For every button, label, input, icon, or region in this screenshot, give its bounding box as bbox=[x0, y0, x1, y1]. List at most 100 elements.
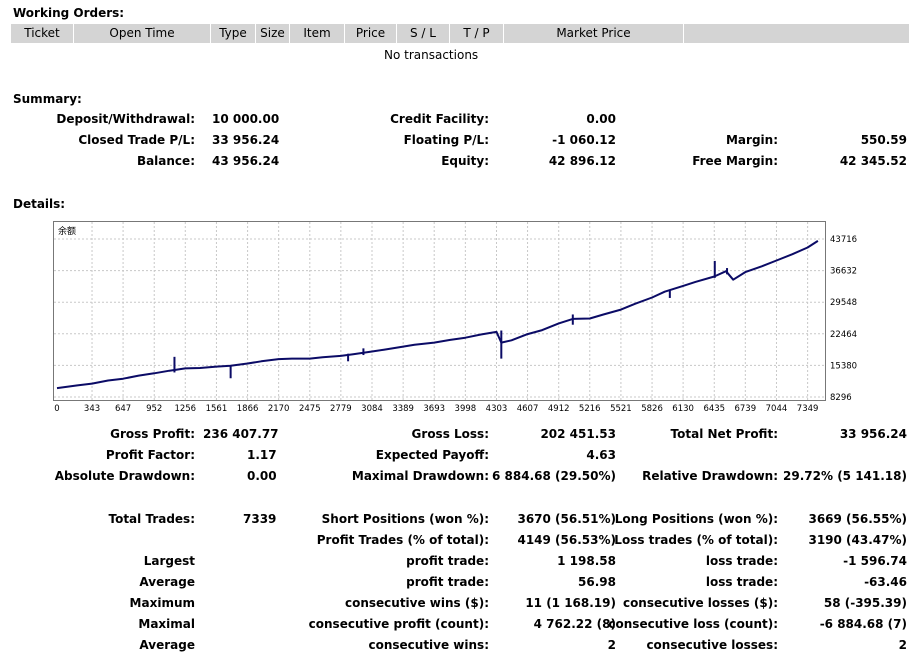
credit-value: 0.00 bbox=[586, 112, 616, 126]
max-drawdown-value: 6 884.68 (29.50%) bbox=[492, 469, 616, 483]
gross-loss-label: Gross Loss: bbox=[411, 427, 489, 441]
balance-chart-svg: 0 343 647 952 1256 1561 1866 2170 2475 2779 3084 33… bbox=[53, 221, 857, 414]
working-orders-title: Working Orders: bbox=[13, 6, 125, 20]
maximal-cons-loss-value: -6 884.68 (7) bbox=[819, 617, 907, 631]
x-tick-label: 4607 bbox=[517, 404, 539, 414]
x-tick-label: 6130 bbox=[672, 404, 694, 414]
avg-cons-losses-value: 2 bbox=[898, 638, 907, 652]
column-header-market-price[interactable]: Market Price bbox=[504, 24, 684, 43]
column-header-tp[interactable]: T / P bbox=[450, 24, 504, 43]
total-trades-label: Total Trades: bbox=[108, 512, 195, 526]
x-tick-label: 4912 bbox=[548, 404, 570, 414]
gross-profit-label: Gross Profit: bbox=[110, 427, 195, 441]
column-header-sl[interactable]: S / L bbox=[397, 24, 450, 43]
abs-drawdown-label: Absolute Drawdown: bbox=[54, 469, 195, 483]
x-tick-label: 7349 bbox=[797, 404, 819, 414]
closed-pl-value: 33 956.24 bbox=[212, 133, 280, 147]
balance-label: Balance: bbox=[136, 154, 195, 168]
x-tick-label: 2475 bbox=[299, 404, 321, 414]
x-tick-label: 647 bbox=[115, 404, 131, 414]
expected-payoff-label: Expected Payoff: bbox=[375, 448, 489, 462]
margin-value: 550.59 bbox=[860, 133, 907, 147]
details-title: Details: bbox=[13, 197, 66, 211]
x-tick-label: 343 bbox=[84, 404, 100, 414]
x-tick-label: 1866 bbox=[237, 404, 259, 414]
gross-profit-value: 236 407.77 bbox=[203, 427, 279, 441]
long-positions-value: 3669 (56.55%) bbox=[808, 512, 907, 526]
closed-pl-label: Closed Trade P/L: bbox=[78, 133, 195, 147]
floating-pl-value: -1 060.12 bbox=[552, 133, 616, 147]
balance-chart: 0 343 647 952 1256 1561 1866 2170 2475 2779 3084 33… bbox=[53, 221, 911, 417]
column-header-item[interactable]: Item bbox=[290, 24, 345, 43]
largest-label: Largest bbox=[143, 554, 195, 568]
loss-trades-label: Loss trades (% of total): bbox=[614, 533, 778, 547]
short-positions-label: Short Positions (won %): bbox=[321, 512, 489, 526]
average-label: Average bbox=[139, 575, 195, 589]
profit-trades-label: Profit Trades (% of total): bbox=[316, 533, 489, 547]
chart-x-ticks: 0 343 647 952 1256 1561 1866 2170 2475 2779 3084 33… bbox=[54, 404, 818, 414]
column-header-open-time[interactable]: Open Time bbox=[74, 24, 211, 43]
balance-line bbox=[56, 240, 819, 390]
rel-drawdown-value: 29.72% (5 141.18) bbox=[783, 469, 907, 483]
maximum-label: Maximum bbox=[129, 596, 195, 610]
deposit-value: 10 000.00 bbox=[212, 112, 280, 126]
maximal-label: Maximal bbox=[138, 617, 195, 631]
chart-y-ticks: 43716 36632 29548 22464 15380 8296 bbox=[830, 235, 857, 403]
average-profit-value: 56.98 bbox=[578, 575, 616, 589]
largest-profit-value: 1 198.58 bbox=[557, 554, 616, 568]
gross-loss-value: 202 451.53 bbox=[540, 427, 616, 441]
x-tick-label: 7044 bbox=[766, 404, 788, 414]
empty-message: No transactions bbox=[384, 48, 479, 62]
chart-series-group bbox=[56, 240, 819, 390]
y-tick-label: 29548 bbox=[830, 298, 857, 308]
floating-pl-label: Floating P/L: bbox=[403, 133, 489, 147]
long-positions-label: Long Positions (won %): bbox=[614, 512, 778, 526]
avg-cons-losses-label: consecutive losses: bbox=[646, 638, 778, 652]
x-tick-label: 952 bbox=[146, 404, 162, 414]
max-cons-wins-value: 11 (1 168.19) bbox=[525, 596, 616, 610]
x-tick-label: 3998 bbox=[455, 404, 477, 414]
maximal-cons-profit-value: 4 762.22 (8) bbox=[533, 617, 616, 631]
max-cons-losses-label: consecutive losses ($): bbox=[622, 596, 778, 610]
largest-loss-label: loss trade: bbox=[705, 554, 778, 568]
column-header-price[interactable]: Price bbox=[345, 24, 397, 43]
y-tick-label: 36632 bbox=[830, 267, 857, 277]
x-tick-label: 6435 bbox=[703, 404, 725, 414]
chart-grid bbox=[54, 222, 825, 400]
x-tick-label: 3389 bbox=[392, 404, 414, 414]
x-tick-label: 5521 bbox=[610, 404, 632, 414]
max-cons-losses-value: 58 (-395.39) bbox=[823, 596, 907, 610]
net-profit-value: 33 956.24 bbox=[839, 427, 907, 441]
x-tick-label: 0 bbox=[54, 404, 59, 414]
chart-title: 余额 bbox=[58, 225, 76, 237]
free-margin-value: 42 345.52 bbox=[839, 154, 907, 168]
free-margin-label: Free Margin: bbox=[692, 154, 778, 168]
margin-label: Margin: bbox=[725, 133, 778, 147]
x-tick-label: 5216 bbox=[579, 404, 601, 414]
column-header-type[interactable]: Type bbox=[211, 24, 256, 43]
avg-cons-wins-value: 2 bbox=[607, 638, 616, 652]
equity-value: 42 896.12 bbox=[548, 154, 616, 168]
x-tick-label: 4303 bbox=[486, 404, 508, 414]
summary-title: Summary: bbox=[13, 92, 82, 106]
y-tick-label: 8296 bbox=[830, 393, 852, 403]
x-tick-label: 1256 bbox=[174, 404, 196, 414]
column-header-ticket[interactable]: Ticket bbox=[11, 24, 74, 43]
average-loss-label: loss trade: bbox=[705, 575, 778, 589]
deposit-label: Deposit/Withdrawal: bbox=[56, 112, 195, 126]
average-cons-label: Average bbox=[139, 638, 195, 652]
max-drawdown-label: Maximal Drawdown: bbox=[351, 469, 489, 483]
credit-label: Credit Facility: bbox=[390, 112, 489, 126]
total-trades-value: 7339 bbox=[243, 512, 277, 526]
max-cons-wins-label: consecutive wins ($): bbox=[344, 596, 489, 610]
x-tick-label: 5826 bbox=[641, 404, 663, 414]
equity-label: Equity: bbox=[441, 154, 489, 168]
average-loss-value: -63.46 bbox=[864, 575, 907, 589]
x-tick-label: 3084 bbox=[361, 404, 383, 414]
profit-factor-value: 1.17 bbox=[247, 448, 277, 462]
column-header-size[interactable]: Size bbox=[256, 24, 290, 43]
x-tick-label: 2170 bbox=[268, 404, 290, 414]
largest-profit-label: profit trade: bbox=[406, 554, 489, 568]
net-profit-label: Total Net Profit: bbox=[670, 427, 778, 441]
avg-cons-wins-label: consecutive wins: bbox=[368, 638, 489, 652]
